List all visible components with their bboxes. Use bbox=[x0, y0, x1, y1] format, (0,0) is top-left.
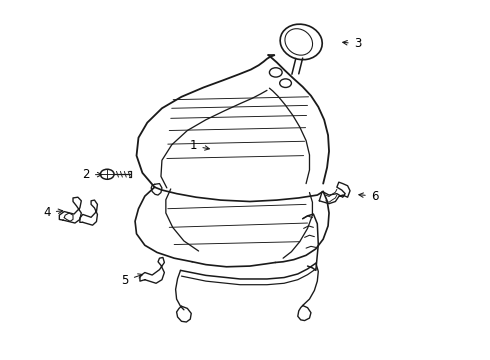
Text: 4: 4 bbox=[43, 206, 63, 219]
Text: 1: 1 bbox=[190, 139, 209, 152]
Text: 5: 5 bbox=[122, 274, 143, 287]
Text: 3: 3 bbox=[343, 37, 361, 50]
Text: 6: 6 bbox=[359, 190, 378, 203]
Text: 2: 2 bbox=[82, 168, 102, 181]
